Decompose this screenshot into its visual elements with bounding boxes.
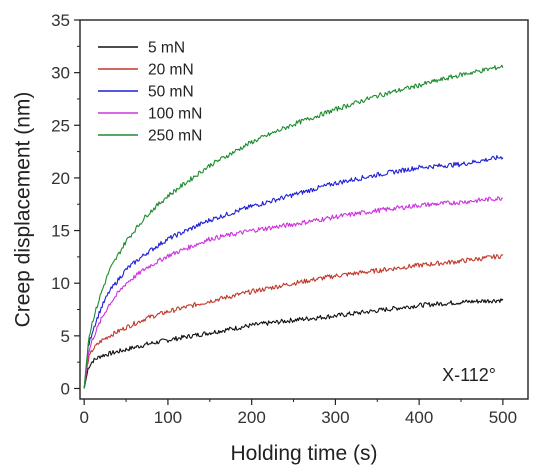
y-tick-label: 15 [51, 222, 70, 241]
y-axis-title: Creep displacement (nm) [11, 92, 34, 328]
series-line-5-mn [83, 298, 504, 389]
y-tick-label: 20 [51, 169, 70, 188]
legend-label-50-mn: 50 mN [148, 84, 194, 101]
y-tick-label: 10 [51, 274, 70, 293]
series-line-20-mn [83, 254, 504, 389]
annotation-label: X-112° [442, 365, 496, 385]
x-tick-label: 0 [79, 408, 88, 427]
legend: 5 mN 20 mN 50 mN 100 mN 250 mN [98, 40, 202, 145]
y-tick-label: 25 [51, 116, 70, 135]
axes-layer: 0 100 200 300 400 500 0 5 10 15 20 25 30 35 [51, 11, 529, 427]
x-tick-label: 100 [154, 408, 182, 427]
plot-frame [79, 19, 529, 400]
y-tick-label: 30 [51, 64, 70, 83]
legend-label-20-mn: 20 mN [148, 62, 194, 79]
legend-label-100-mn: 100 mN [148, 106, 202, 123]
y-tick-label: 0 [61, 379, 70, 398]
legend-label-250-mn: 250 mN [148, 128, 202, 145]
y-tick-label: 35 [51, 11, 70, 30]
x-axis-title: Holding time (s) [230, 442, 377, 465]
plot-layer [83, 64, 504, 389]
y-tick-label: 5 [61, 327, 70, 346]
x-tick-label: 400 [405, 408, 433, 427]
x-tick-label: 500 [489, 408, 517, 427]
series-line-50-mn [83, 155, 504, 389]
x-tick-label: 300 [321, 408, 349, 427]
series-line-250-mn [83, 64, 504, 389]
series-line-100-mn [83, 196, 503, 389]
legend-label-5-mn: 5 mN [148, 40, 185, 57]
x-tick-label: 200 [237, 408, 265, 427]
